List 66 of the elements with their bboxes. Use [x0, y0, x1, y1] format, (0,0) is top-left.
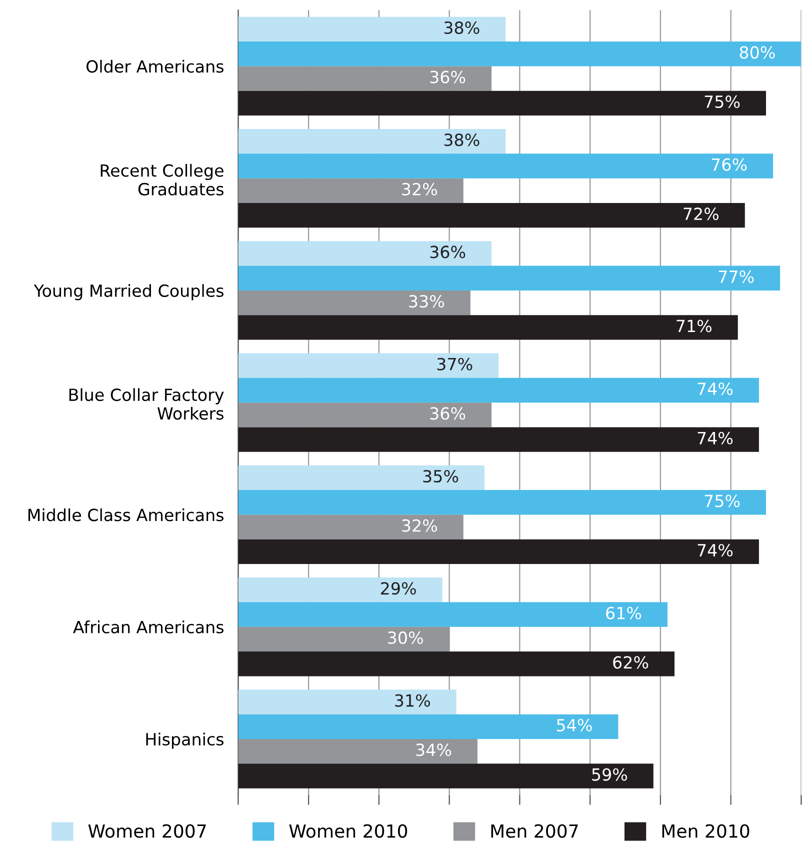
- data-label: 38%: [444, 134, 480, 146]
- data-label: 74%: [698, 382, 733, 396]
- bar: [238, 690, 456, 714]
- y-tick-label: Middle Class Americans: [28, 508, 224, 522]
- data-label: 33%: [409, 295, 444, 308]
- y-tick-label: Hispanics: [146, 732, 224, 749]
- bar: [238, 90, 766, 116]
- bar: [238, 738, 478, 764]
- bar: [238, 402, 492, 428]
- data-label: 59%: [592, 768, 628, 781]
- bar: [238, 652, 675, 676]
- bar: [238, 315, 738, 340]
- bar: [238, 465, 485, 490]
- y-tick-label: Older Americans: [86, 60, 224, 73]
- data-label: 80%: [740, 46, 775, 59]
- legend-label: Men 2007: [491, 824, 578, 838]
- bar: [238, 602, 668, 627]
- bar: [238, 353, 499, 378]
- data-label: 32%: [402, 519, 438, 532]
- bar: [238, 266, 780, 290]
- bar: [238, 290, 470, 316]
- data-label: 74%: [698, 544, 733, 557]
- data-label: 38%: [444, 21, 480, 34]
- bar: [238, 514, 464, 540]
- bar: [238, 154, 774, 178]
- legend-label: Men 2010: [662, 824, 750, 838]
- legend-label: Women 2010: [289, 824, 408, 838]
- data-label: 74%: [698, 432, 733, 444]
- legend-label: Women 2007: [88, 824, 206, 838]
- data-label: 36%: [430, 407, 466, 420]
- data-label: 76%: [712, 158, 747, 171]
- bar: [238, 42, 802, 66]
- y-tick-label: African Americans: [73, 620, 224, 634]
- bar: [238, 764, 654, 788]
- bar: [238, 16, 506, 42]
- bar: [238, 128, 506, 154]
- data-label: 54%: [557, 718, 592, 732]
- y-tick-label: Recent College Graduates: [100, 164, 224, 196]
- data-label: 37%: [437, 358, 472, 370]
- bar: [238, 427, 759, 452]
- data-label: 62%: [613, 656, 648, 669]
- bar: [238, 66, 492, 91]
- data-label: 36%: [430, 246, 466, 258]
- data-label: 35%: [423, 470, 458, 483]
- bar: [238, 241, 492, 266]
- data-label: 36%: [430, 70, 466, 84]
- data-label: 29%: [381, 582, 416, 595]
- data-label: 75%: [704, 95, 740, 108]
- data-label: 75%: [704, 494, 740, 508]
- bar: [238, 578, 442, 602]
- data-label: 72%: [684, 208, 719, 220]
- bar: [238, 490, 766, 515]
- data-label: 31%: [395, 694, 430, 707]
- bar: [238, 202, 745, 228]
- data-label: 32%: [402, 182, 438, 196]
- y-tick-label: Young Married Couples: [34, 284, 224, 300]
- data-label: 77%: [718, 270, 754, 283]
- y-tick-label: Blue Collar Factory Workers: [69, 388, 224, 420]
- bar: [238, 714, 618, 739]
- data-label: 30%: [388, 631, 423, 644]
- bar: [238, 378, 759, 403]
- data-label: 61%: [606, 606, 642, 620]
- bar: [238, 178, 464, 203]
- bar: [238, 539, 759, 564]
- data-label: 71%: [676, 320, 712, 332]
- data-label: 34%: [416, 744, 452, 756]
